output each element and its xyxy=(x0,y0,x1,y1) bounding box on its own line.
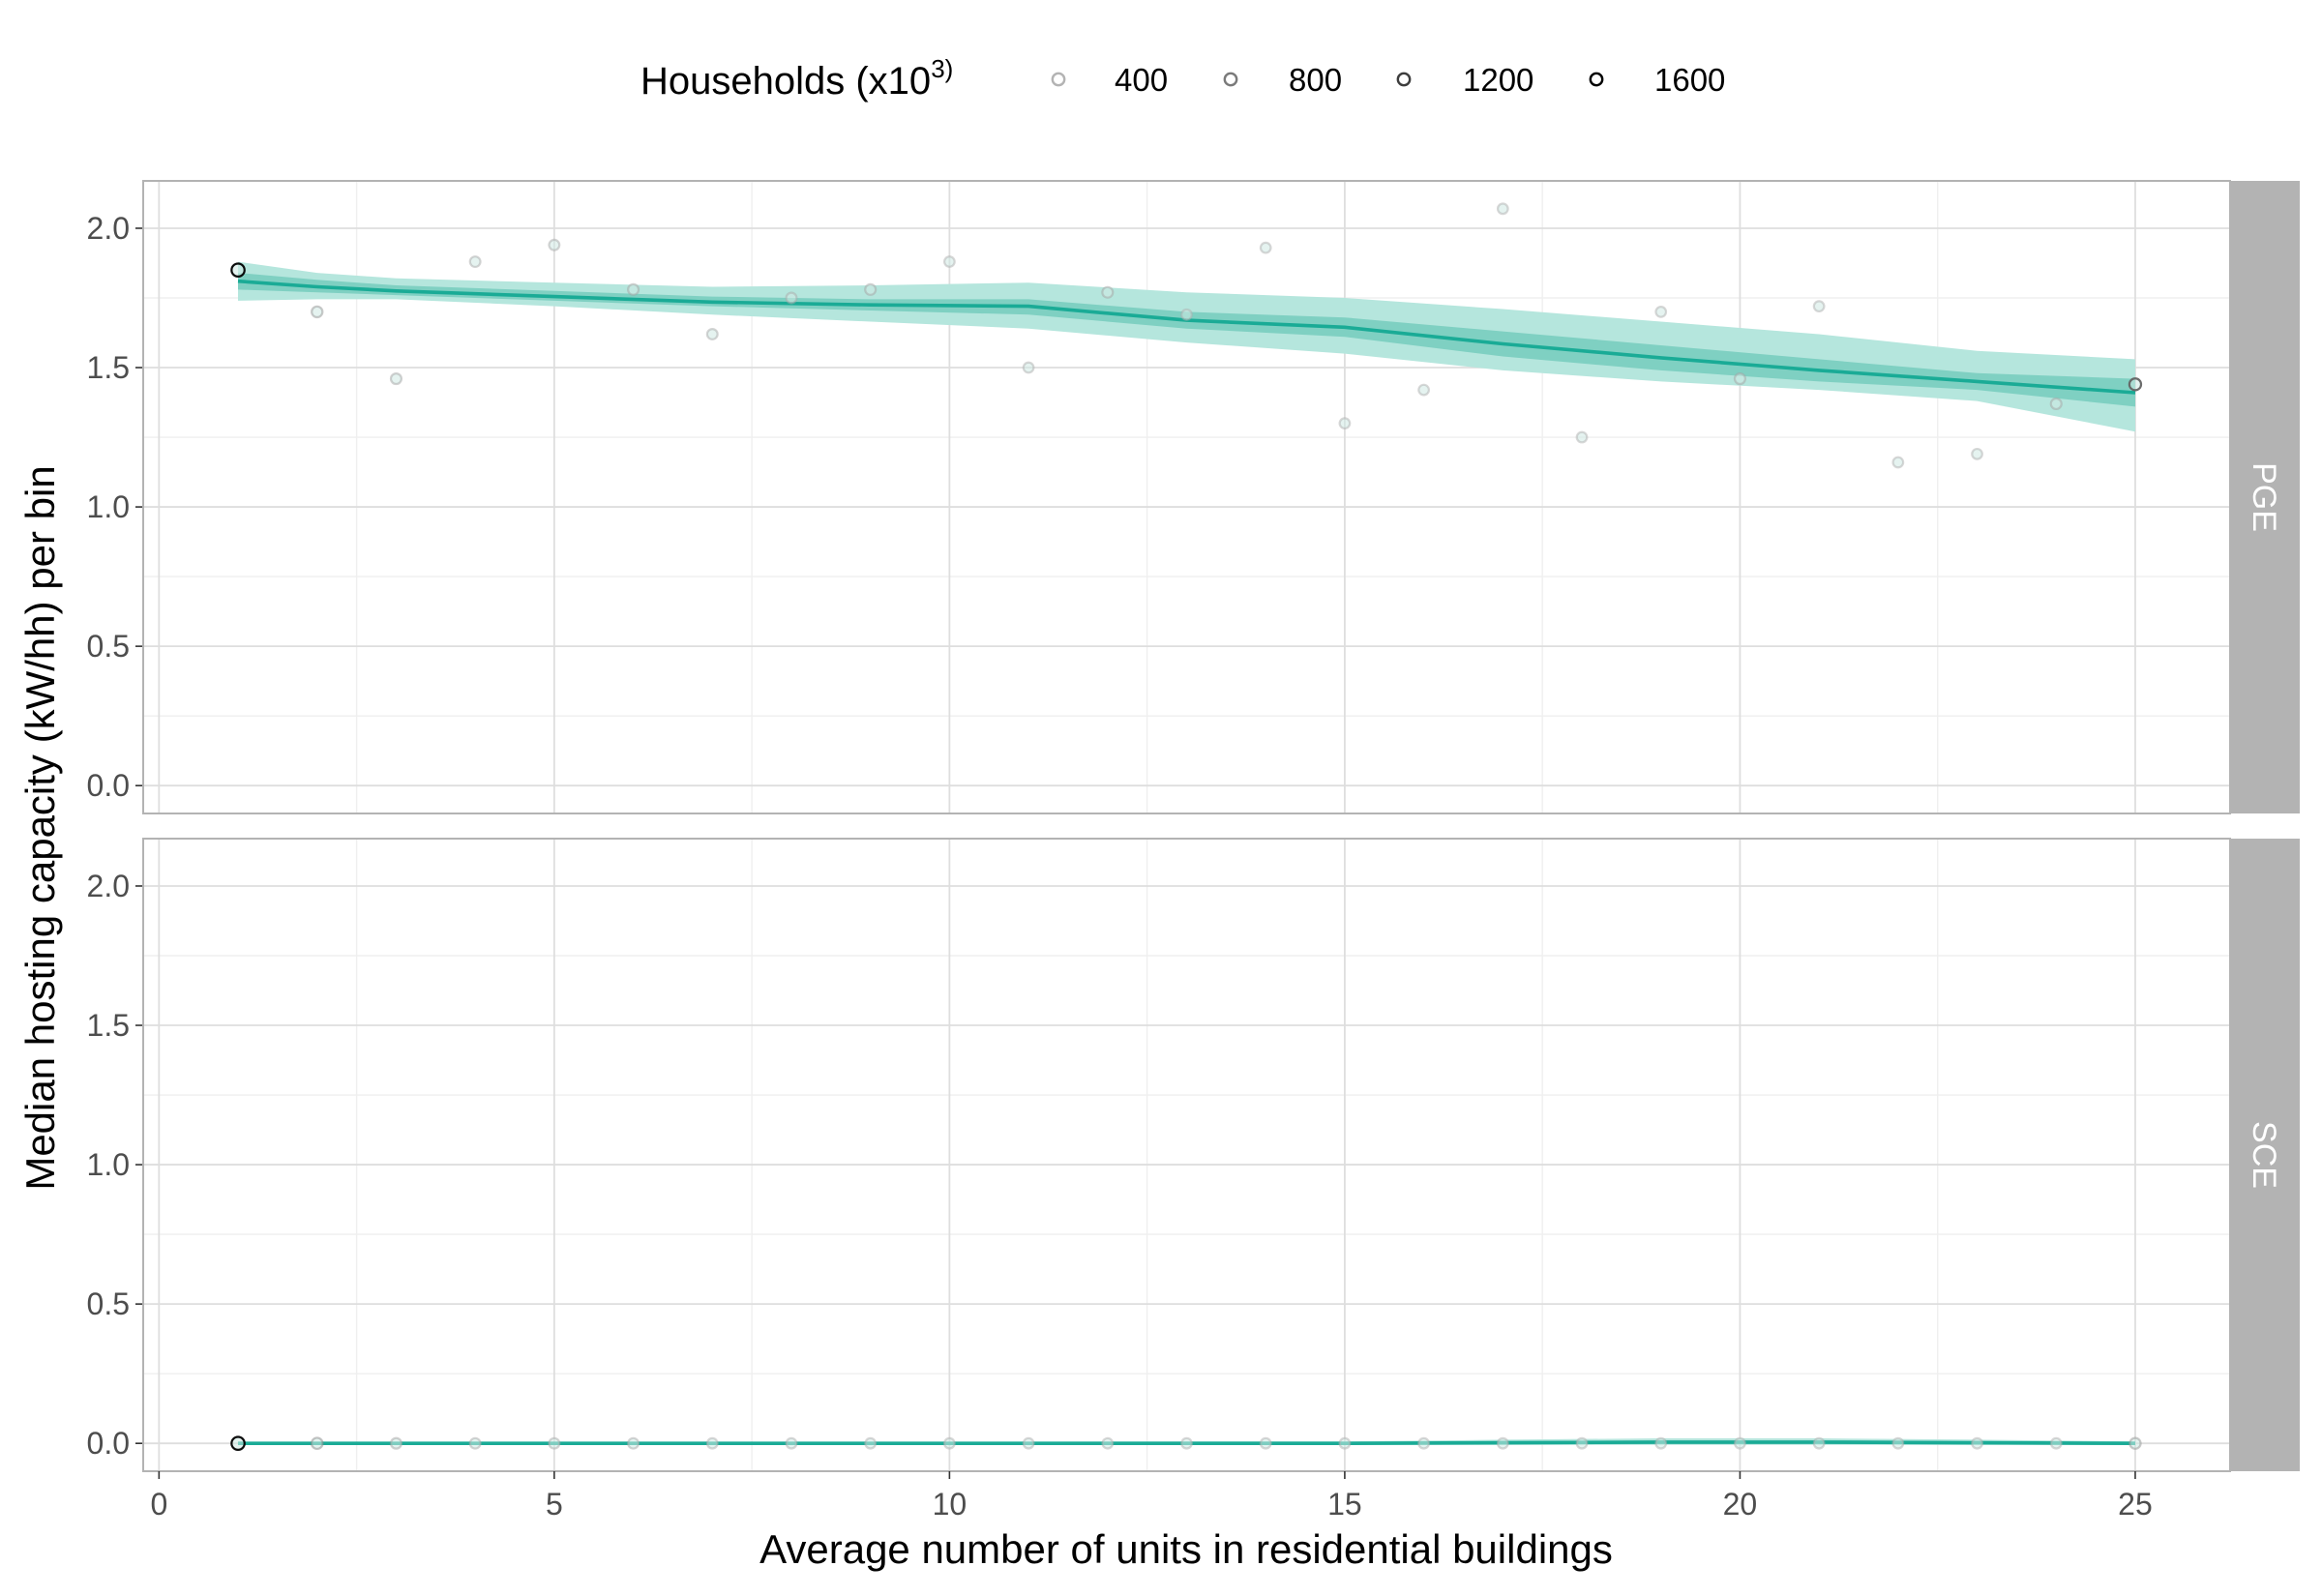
y-tick-label: 2.0 xyxy=(87,211,130,246)
y-tick-label: 2.0 xyxy=(87,869,130,903)
x-axis-title: Average number of units in residential b… xyxy=(759,1526,1613,1572)
x-axis: 0 5 10 15 20 25 xyxy=(150,1471,2153,1522)
data-point xyxy=(1180,308,1193,321)
legend-label-1600: 1600 xyxy=(1654,62,1725,98)
data-point xyxy=(1180,1436,1193,1450)
x-tick-label: 25 xyxy=(2118,1487,2153,1522)
data-point xyxy=(627,282,640,296)
data-point xyxy=(1101,1436,1115,1450)
strip-background xyxy=(2230,181,2300,813)
data-point xyxy=(468,1436,482,1450)
y-tick-label: 0.5 xyxy=(87,1286,130,1321)
panel-background xyxy=(143,181,2230,813)
data-point xyxy=(785,291,798,305)
data-point xyxy=(1338,1436,1352,1450)
data-point xyxy=(1891,1436,1905,1450)
data-point xyxy=(2049,1436,2063,1450)
data-point xyxy=(548,1436,561,1450)
data-point xyxy=(864,1436,878,1450)
legend-title-superscript: 3) xyxy=(931,54,953,83)
data-point xyxy=(943,255,956,268)
data-point xyxy=(1417,383,1430,397)
legend-title-prefix: Households (x10 xyxy=(640,60,931,103)
data-point xyxy=(230,262,246,278)
data-point xyxy=(2128,377,2143,392)
panels: 0.0 0.5 1.0 1.5 2.0 PGE 0.0 0.5 1.0 1.5 2.0 SCE xyxy=(87,180,2300,1472)
data-point xyxy=(1575,1436,1589,1450)
x-tick-label: 5 xyxy=(546,1487,563,1522)
y-tick-label: 1.5 xyxy=(87,350,130,385)
data-point xyxy=(1417,1436,1430,1450)
data-point xyxy=(230,1435,246,1451)
panel-pge: 0.0 0.5 1.0 1.5 2.0 PGE xyxy=(87,180,2300,814)
data-point xyxy=(864,282,878,296)
data-point xyxy=(2049,397,2063,411)
legend-keys: 400 800 1200 1600 xyxy=(1051,62,1725,98)
strip-label-pge: PGE xyxy=(2246,462,2282,532)
data-point xyxy=(1101,285,1115,299)
data-point xyxy=(2128,1436,2142,1450)
data-point xyxy=(310,1436,324,1451)
y-tick-label: 0.0 xyxy=(87,768,130,803)
y-tick-label: 1.0 xyxy=(87,1147,130,1182)
data-point xyxy=(1971,1436,1983,1450)
data-point xyxy=(1654,306,1668,318)
data-point xyxy=(785,1436,798,1450)
data-point xyxy=(1812,1436,1826,1450)
x-tick-label: 20 xyxy=(1723,1487,1758,1522)
legend-label-1200: 1200 xyxy=(1463,62,1533,98)
legend: Households (x103) 400 800 1200 1600 xyxy=(640,54,1725,103)
legend-key-1600 xyxy=(1589,72,1604,87)
data-point xyxy=(389,372,403,386)
data-point xyxy=(1496,202,1509,216)
trend-line xyxy=(237,279,2136,395)
data-point xyxy=(1022,361,1035,374)
data-point xyxy=(943,1436,956,1450)
data-point xyxy=(1654,1436,1668,1450)
y-tick-label: 0.5 xyxy=(87,629,130,664)
data-point xyxy=(1812,300,1826,313)
legend-title: Households (x103) xyxy=(640,54,953,103)
x-tick-label: 0 xyxy=(150,1487,167,1522)
panel-sce: 0.0 0.5 1.0 1.5 2.0 SCE xyxy=(87,838,2300,1472)
data-point xyxy=(468,255,482,269)
data-point xyxy=(1022,1436,1035,1450)
data-point xyxy=(311,305,324,319)
data-point xyxy=(1338,417,1352,430)
data-point xyxy=(705,327,719,340)
x-tick-label: 15 xyxy=(1327,1487,1362,1522)
x-tick-label: 10 xyxy=(933,1487,968,1522)
data-point xyxy=(1259,241,1272,254)
data-point xyxy=(1259,1436,1272,1450)
data-point xyxy=(1891,456,1905,469)
data-point xyxy=(389,1436,403,1450)
data-point xyxy=(1733,372,1746,386)
data-point xyxy=(1734,1436,1746,1450)
legend-label-400: 400 xyxy=(1115,62,1168,98)
y-axis-title: Median hosting capacity (kW/hh) per bin xyxy=(17,465,63,1190)
legend-key-1200 xyxy=(1396,72,1412,87)
data-point xyxy=(1971,447,1983,460)
y-tick-label: 1.0 xyxy=(87,489,130,524)
data-point xyxy=(705,1436,719,1450)
panel-background xyxy=(143,839,2230,1471)
data-point xyxy=(1575,430,1589,444)
data-point xyxy=(1496,1436,1509,1450)
strip-background xyxy=(2230,839,2300,1471)
legend-label-800: 800 xyxy=(1289,62,1342,98)
data-point xyxy=(627,1436,640,1450)
y-tick-label: 1.5 xyxy=(87,1008,130,1043)
legend-key-800 xyxy=(1223,72,1238,87)
strip-label-sce: SCE xyxy=(2246,1121,2282,1189)
y-tick-label: 0.0 xyxy=(87,1426,130,1461)
data-point xyxy=(548,238,561,251)
legend-key-400 xyxy=(1051,72,1066,87)
